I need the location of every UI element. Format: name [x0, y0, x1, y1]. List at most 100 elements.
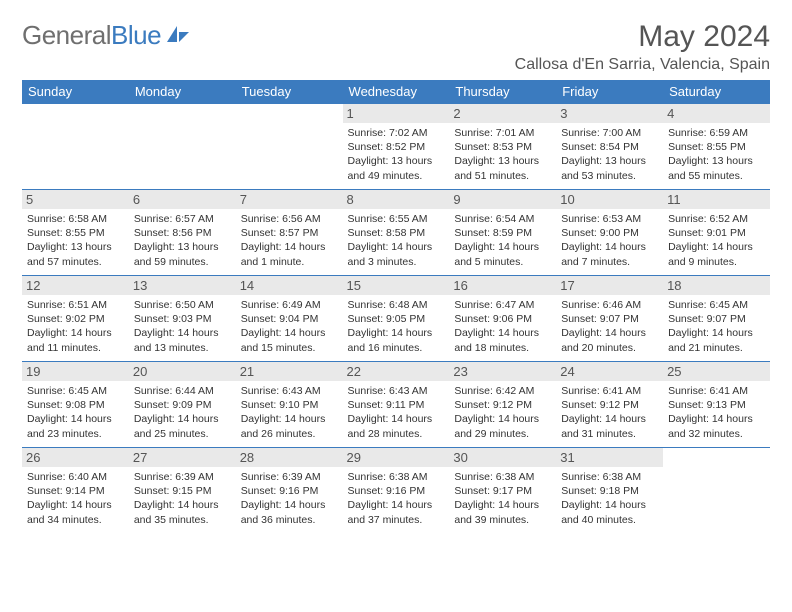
sunrise-text: Sunrise: 6:57 AM	[134, 212, 231, 226]
day-info: Sunrise: 6:39 AMSunset: 9:15 PMDaylight:…	[134, 470, 231, 527]
day-number: 14	[236, 276, 343, 295]
daylight-text: Daylight: 14 hours and 13 minutes.	[134, 326, 231, 354]
daylight-text: Daylight: 14 hours and 37 minutes.	[348, 498, 445, 526]
sunrise-text: Sunrise: 6:45 AM	[668, 298, 765, 312]
sunrise-text: Sunrise: 6:43 AM	[348, 384, 445, 398]
calendar-day-cell: 6Sunrise: 6:57 AMSunset: 8:56 PMDaylight…	[129, 190, 236, 276]
day-info: Sunrise: 6:38 AMSunset: 9:18 PMDaylight:…	[561, 470, 658, 527]
sunrise-text: Sunrise: 6:39 AM	[134, 470, 231, 484]
sunrise-text: Sunrise: 6:41 AM	[561, 384, 658, 398]
day-number: 17	[556, 276, 663, 295]
day-info: Sunrise: 6:48 AMSunset: 9:05 PMDaylight:…	[348, 298, 445, 355]
calendar-day-cell: 15 Sunrise: 6:48 AMSunset: 9:05 PMDayligh…	[343, 276, 450, 362]
day-info: Sunrise: 6:39 AMSunset: 9:16 PMDaylight:…	[241, 470, 338, 527]
sunset-text: Sunset: 8:55 PM	[668, 140, 765, 154]
sunrise-text: Sunrise: 6:38 AM	[454, 470, 551, 484]
day-info: Sunrise: 6:43 AMSunset: 9:10 PMDaylight:…	[241, 384, 338, 441]
sunrise-text: Sunrise: 6:58 AM	[27, 212, 124, 226]
calendar-day-cell	[22, 104, 129, 190]
sunset-text: Sunset: 9:10 PM	[241, 398, 338, 412]
sunset-text: Sunset: 9:03 PM	[134, 312, 231, 326]
sunset-text: Sunset: 8:55 PM	[27, 226, 124, 240]
day-info: Sunrise: 6:45 AMSunset: 9:07 PMDaylight:…	[668, 298, 765, 355]
day-number: 29	[343, 448, 450, 467]
day-info: Sunrise: 6:42 AMSunset: 9:12 PMDaylight:…	[454, 384, 551, 441]
day-info: Sunrise: 6:41 AMSunset: 9:13 PMDaylight:…	[668, 384, 765, 441]
sunset-text: Sunset: 9:16 PM	[241, 484, 338, 498]
daylight-text: Daylight: 14 hours and 9 minutes.	[668, 240, 765, 268]
day-number: 23	[449, 362, 556, 381]
calendar-day-cell: 26Sunrise: 6:40 AMSunset: 9:14 PMDayligh…	[22, 448, 129, 534]
sunset-text: Sunset: 8:54 PM	[561, 140, 658, 154]
day-info: Sunrise: 6:59 AMSunset: 8:55 PMDaylight:…	[668, 126, 765, 183]
calendar-day-cell	[129, 104, 236, 190]
calendar-day-cell: 20Sunrise: 6:44 AMSunset: 9:09 PMDayligh…	[129, 362, 236, 448]
sunset-text: Sunset: 9:13 PM	[668, 398, 765, 412]
day-number: 24	[556, 362, 663, 381]
sunset-text: Sunset: 9:05 PM	[348, 312, 445, 326]
daylight-text: Daylight: 14 hours and 5 minutes.	[454, 240, 551, 268]
daylight-text: Daylight: 14 hours and 29 minutes.	[454, 412, 551, 440]
day-number: 8	[343, 190, 450, 209]
sunset-text: Sunset: 8:53 PM	[454, 140, 551, 154]
day-number: 21	[236, 362, 343, 381]
calendar-day-cell: 4 Sunrise: 6:59 AMSunset: 8:55 PMDaylight…	[663, 104, 770, 190]
daylight-text: Daylight: 13 hours and 53 minutes.	[561, 154, 658, 182]
calendar-week-row: 12 Sunrise: 6:51 AMSunset: 9:02 PMDayligh…	[22, 276, 770, 362]
sunrise-text: Sunrise: 6:45 AM	[27, 384, 124, 398]
weekday-header-row: Sunday Monday Tuesday Wednesday Thursday…	[22, 80, 770, 104]
day-info: Sunrise: 6:58 AMSunset: 8:55 PMDaylight:…	[27, 212, 124, 269]
day-number: 4	[663, 104, 770, 123]
sunrise-text: Sunrise: 7:00 AM	[561, 126, 658, 140]
daylight-text: Daylight: 14 hours and 21 minutes.	[668, 326, 765, 354]
day-number: 20	[129, 362, 236, 381]
sunrise-text: Sunrise: 6:48 AM	[348, 298, 445, 312]
daylight-text: Daylight: 14 hours and 3 minutes.	[348, 240, 445, 268]
sunrise-text: Sunrise: 6:42 AM	[454, 384, 551, 398]
day-info: Sunrise: 7:02 AMSunset: 8:52 PMDaylight:…	[348, 126, 445, 183]
day-number: 9	[449, 190, 556, 209]
daylight-text: Daylight: 14 hours and 25 minutes.	[134, 412, 231, 440]
daylight-text: Daylight: 14 hours and 40 minutes.	[561, 498, 658, 526]
day-number: 22	[343, 362, 450, 381]
daylight-text: Daylight: 14 hours and 23 minutes.	[27, 412, 124, 440]
day-info: Sunrise: 6:38 AMSunset: 9:16 PMDaylight:…	[348, 470, 445, 527]
sunrise-text: Sunrise: 6:50 AM	[134, 298, 231, 312]
sunset-text: Sunset: 9:15 PM	[134, 484, 231, 498]
sunset-text: Sunset: 9:08 PM	[27, 398, 124, 412]
day-number: 12	[22, 276, 129, 295]
logo-text-blue: Blue	[111, 20, 161, 51]
weekday-header: Sunday	[22, 80, 129, 104]
calendar-body: 1Sunrise: 7:02 AMSunset: 8:52 PMDaylight…	[22, 104, 770, 534]
calendar-week-row: 5Sunrise: 6:58 AMSunset: 8:55 PMDaylight…	[22, 190, 770, 276]
calendar-day-cell: 27Sunrise: 6:39 AMSunset: 9:15 PMDayligh…	[129, 448, 236, 534]
sail-icon	[165, 20, 191, 51]
weekday-header: Wednesday	[343, 80, 450, 104]
calendar-day-cell: 23 Sunrise: 6:42 AMSunset: 9:12 PMDayligh…	[449, 362, 556, 448]
calendar-week-row: 19Sunrise: 6:45 AMSunset: 9:08 PMDayligh…	[22, 362, 770, 448]
sunset-text: Sunset: 9:01 PM	[668, 226, 765, 240]
calendar-day-cell: 28Sunrise: 6:39 AMSunset: 9:16 PMDayligh…	[236, 448, 343, 534]
logo: GeneralBlue	[22, 20, 191, 51]
day-info: Sunrise: 6:53 AMSunset: 9:00 PMDaylight:…	[561, 212, 658, 269]
daylight-text: Daylight: 13 hours and 57 minutes.	[27, 240, 124, 268]
sunset-text: Sunset: 8:58 PM	[348, 226, 445, 240]
day-info: Sunrise: 6:56 AMSunset: 8:57 PMDaylight:…	[241, 212, 338, 269]
day-number: 15	[343, 276, 450, 295]
sunset-text: Sunset: 9:07 PM	[668, 312, 765, 326]
daylight-text: Daylight: 14 hours and 15 minutes.	[241, 326, 338, 354]
calendar-table: Sunday Monday Tuesday Wednesday Thursday…	[22, 80, 770, 534]
day-info: Sunrise: 6:50 AMSunset: 9:03 PMDaylight:…	[134, 298, 231, 355]
day-info: Sunrise: 7:00 AMSunset: 8:54 PMDaylight:…	[561, 126, 658, 183]
day-number: 18	[663, 276, 770, 295]
day-info: Sunrise: 6:55 AMSunset: 8:58 PMDaylight:…	[348, 212, 445, 269]
daylight-text: Daylight: 13 hours and 55 minutes.	[668, 154, 765, 182]
calendar-day-cell: 10Sunrise: 6:53 AMSunset: 9:00 PMDayligh…	[556, 190, 663, 276]
month-title: May 2024	[515, 20, 770, 54]
sunrise-text: Sunrise: 7:02 AM	[348, 126, 445, 140]
day-number: 2	[449, 104, 556, 123]
day-info: Sunrise: 6:43 AMSunset: 9:11 PMDaylight:…	[348, 384, 445, 441]
daylight-text: Daylight: 14 hours and 16 minutes.	[348, 326, 445, 354]
calendar-day-cell: 31Sunrise: 6:38 AMSunset: 9:18 PMDayligh…	[556, 448, 663, 534]
day-info: Sunrise: 6:51 AMSunset: 9:02 PMDaylight:…	[27, 298, 124, 355]
